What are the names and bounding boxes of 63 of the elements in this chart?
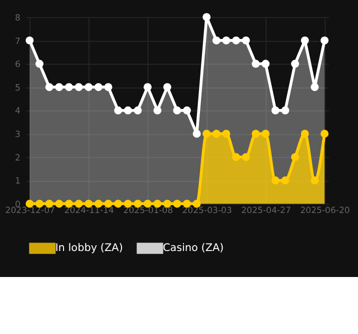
point [124,106,132,114]
point [281,106,290,114]
point [202,130,211,138]
legend-label: In lobby (ZA) [55,242,123,254]
x-tick-label: 2023-12-07 [5,206,55,216]
point [55,200,64,208]
point [212,36,220,44]
point [271,106,280,114]
point [45,83,54,92]
x-tick-label: 2025-04-27 [241,206,291,216]
x-tick-label: 2025-01-08 [123,206,173,216]
point [114,106,122,114]
point [35,60,44,68]
point [94,83,102,92]
point [320,36,329,44]
point [291,153,300,162]
point [74,83,83,92]
point [134,106,142,114]
point [232,153,240,162]
y-tick-label: 4 [15,106,20,117]
point [163,83,172,92]
point [291,60,300,68]
point [202,13,211,22]
x-tick-label: 2024-11-14 [64,206,114,216]
point [262,60,270,68]
point [300,130,309,138]
point [144,83,152,92]
point [192,130,201,138]
point [300,36,309,44]
point [242,153,250,162]
x-tick-label: 2025-06-20 [300,206,350,216]
point [173,106,182,114]
point [173,200,182,208]
point [310,176,319,184]
point [271,176,280,184]
point [242,36,250,44]
point [252,60,260,68]
point [212,130,220,138]
point [55,83,64,92]
point [262,130,270,138]
y-tick-label: 3 [15,130,20,140]
y-tick-label: 2 [15,153,20,164]
legend-label: Casino (ZA) [162,242,224,254]
y-tick-label: 1 [15,176,20,187]
point [252,130,260,138]
point [281,176,290,184]
point [232,36,240,44]
point [153,106,162,114]
y-tick-label: 6 [15,60,20,70]
point [26,36,34,44]
point [114,200,122,208]
y-tick-label: 7 [15,36,20,47]
point [222,36,230,44]
y-tick-label: 8 [15,13,20,24]
point [182,106,191,114]
point [84,83,93,92]
point [310,83,319,92]
x-tick-label: 2025-03-03 [182,206,232,216]
point [320,130,329,138]
point [104,83,112,92]
point [64,83,73,92]
y-tick-label: 5 [15,83,20,94]
point [222,130,230,138]
